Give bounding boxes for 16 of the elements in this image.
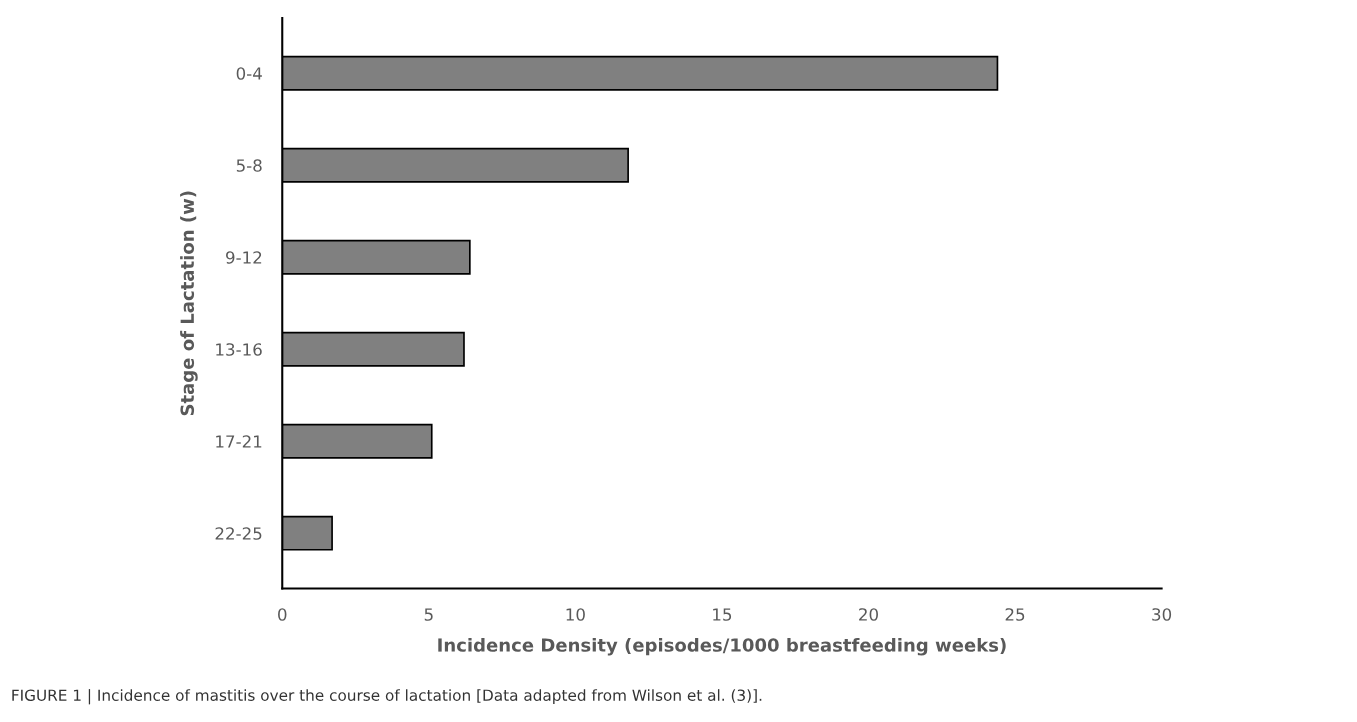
y-tick-label: 13-16: [216, 343, 262, 356]
y-tick-label: 17-21: [216, 435, 262, 448]
caption: FIGURE 1 | Incidence of mastitis over the course of lactation [Data adapted from Wilson et al. (3)].: [12, 689, 762, 705]
y-axis-title: Stage of Lactation (w): [180, 191, 198, 416]
x-tick-label: 0: [278, 608, 287, 621]
y-tick-label: 5-8: [236, 159, 262, 172]
x-tick-label: 30: [1152, 608, 1172, 621]
x-tick-label: 10: [566, 608, 585, 621]
y-tick-label: 9-12: [226, 251, 262, 264]
y-tick-label: 0-4: [236, 67, 262, 80]
x-tick-label: 25: [1005, 608, 1025, 621]
x-tick-label: 20: [859, 608, 878, 621]
y-tick-label: 22-25: [215, 527, 262, 540]
x-tick-label: 15: [713, 608, 732, 621]
x-axis-title: Incidence Density (episodes/1000 breastfeeding weeks): [438, 637, 1006, 656]
x-tick-label: 5: [424, 608, 433, 621]
